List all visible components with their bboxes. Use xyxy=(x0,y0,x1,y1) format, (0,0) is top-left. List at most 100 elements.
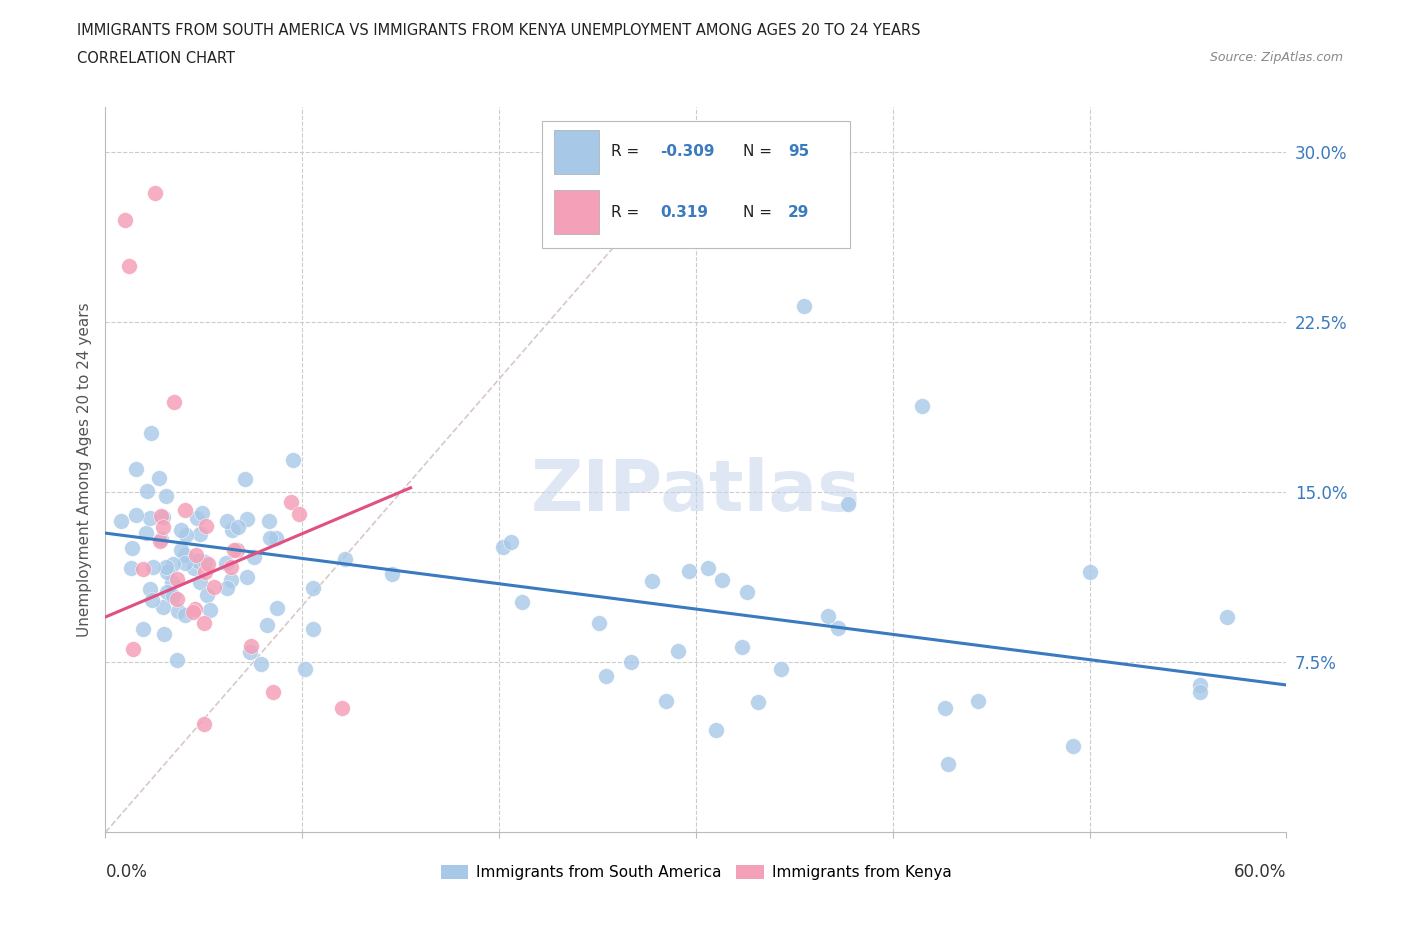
Point xyxy=(301,580,323,595)
Point xyxy=(250,657,273,671)
Point xyxy=(770,661,793,676)
Point xyxy=(1078,565,1101,579)
Point xyxy=(266,601,288,616)
Point xyxy=(176,527,198,542)
Point xyxy=(280,494,302,509)
Point xyxy=(194,519,217,534)
Point xyxy=(173,607,195,622)
Point xyxy=(181,604,204,619)
Point xyxy=(294,661,316,676)
Point xyxy=(110,514,132,529)
Text: 95: 95 xyxy=(789,144,810,159)
Point xyxy=(143,186,166,201)
Text: R =: R = xyxy=(612,205,644,219)
Text: R =: R = xyxy=(612,144,644,159)
Point xyxy=(259,530,281,545)
Point xyxy=(226,519,249,534)
Text: 60.0%: 60.0% xyxy=(1234,863,1286,881)
Point xyxy=(149,534,172,549)
Point xyxy=(162,556,184,571)
Point xyxy=(747,695,769,710)
Point xyxy=(499,535,522,550)
FancyBboxPatch shape xyxy=(554,130,599,174)
Point xyxy=(288,507,311,522)
Point xyxy=(153,626,176,641)
Point xyxy=(156,585,179,600)
Point xyxy=(510,594,533,609)
Point xyxy=(195,588,218,603)
Point xyxy=(1188,678,1211,693)
Point xyxy=(173,555,195,570)
Point xyxy=(160,575,183,590)
Point xyxy=(152,510,174,525)
Point xyxy=(233,472,256,486)
Point xyxy=(197,556,219,571)
Point xyxy=(704,723,727,737)
Point xyxy=(141,425,163,440)
Point xyxy=(183,561,205,576)
Point xyxy=(333,551,356,566)
Point xyxy=(264,531,287,546)
Point xyxy=(152,519,174,534)
Point xyxy=(173,502,195,517)
Point xyxy=(492,539,515,554)
Point xyxy=(938,757,960,772)
Point xyxy=(257,513,280,528)
Point xyxy=(731,639,754,654)
Text: -0.309: -0.309 xyxy=(661,144,716,159)
Point xyxy=(193,716,215,731)
Point xyxy=(184,548,207,563)
Text: N =: N = xyxy=(744,205,772,219)
Point xyxy=(166,591,188,606)
Point xyxy=(215,580,238,595)
Point xyxy=(156,565,179,579)
Text: ZIPatlas: ZIPatlas xyxy=(531,457,860,525)
Point xyxy=(114,213,136,228)
Point xyxy=(121,540,143,555)
Point xyxy=(1188,684,1211,699)
Point xyxy=(641,574,664,589)
Point xyxy=(188,575,211,590)
Point xyxy=(588,616,610,631)
Point xyxy=(837,496,859,511)
Point xyxy=(236,512,259,527)
Point xyxy=(1062,738,1084,753)
Point xyxy=(262,684,284,699)
Point xyxy=(1216,609,1239,624)
Point xyxy=(148,471,170,485)
Point xyxy=(155,488,177,503)
Point xyxy=(163,394,186,409)
Point xyxy=(302,622,325,637)
Point xyxy=(620,655,643,670)
Legend: Immigrants from South America, Immigrants from Kenya: Immigrants from South America, Immigrant… xyxy=(434,859,957,886)
Point xyxy=(125,508,148,523)
Point xyxy=(191,505,214,520)
Point xyxy=(131,621,153,636)
FancyBboxPatch shape xyxy=(543,122,849,248)
Point xyxy=(150,509,173,524)
Point xyxy=(678,564,700,578)
Point xyxy=(149,531,172,546)
Point xyxy=(225,542,247,557)
Point xyxy=(194,565,217,579)
Point xyxy=(194,555,217,570)
Point xyxy=(162,589,184,604)
Point xyxy=(166,653,188,668)
Point xyxy=(155,560,177,575)
Point xyxy=(817,608,839,623)
Point xyxy=(239,644,262,659)
Y-axis label: Unemployment Among Ages 20 to 24 years: Unemployment Among Ages 20 to 24 years xyxy=(76,302,91,637)
Point xyxy=(239,638,262,653)
Point xyxy=(215,513,238,528)
Point xyxy=(793,299,815,314)
Point xyxy=(198,603,221,618)
Point xyxy=(166,571,188,586)
Text: N =: N = xyxy=(744,144,772,159)
Point xyxy=(187,553,209,568)
Point xyxy=(139,581,162,596)
Point xyxy=(221,523,243,538)
Point xyxy=(202,579,225,594)
Point xyxy=(224,542,246,557)
Text: Source: ZipAtlas.com: Source: ZipAtlas.com xyxy=(1209,51,1343,64)
Point xyxy=(139,511,162,525)
